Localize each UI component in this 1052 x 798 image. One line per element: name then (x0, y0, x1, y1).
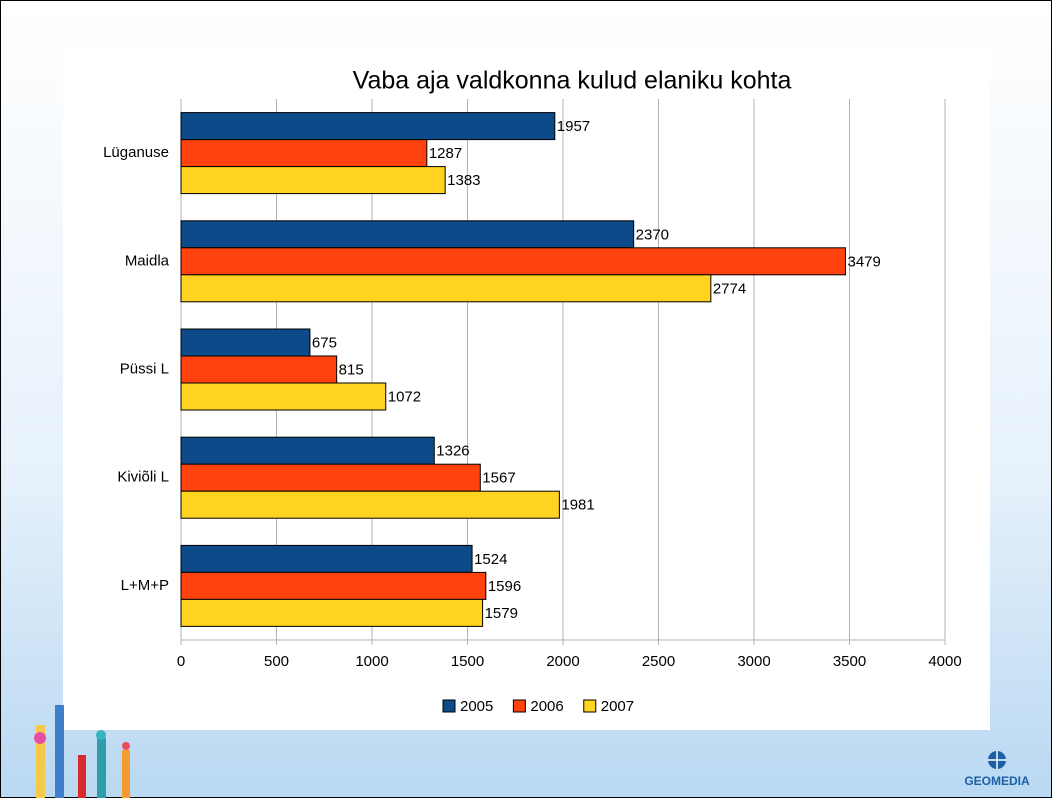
legend-label: 2007 (601, 698, 634, 715)
x-tick-label: 0 (177, 653, 185, 670)
x-tick-label: 1500 (451, 653, 484, 670)
legend-swatch (584, 700, 596, 712)
legend-label: 2006 (530, 698, 563, 715)
data-label: 1383 (447, 172, 480, 189)
chart-title: Vaba aja valdkonna kulud elaniku kohta (353, 67, 792, 95)
data-label: 1596 (488, 578, 521, 595)
x-tick-label: 1000 (355, 653, 388, 670)
x-tick-label: 2500 (642, 653, 675, 670)
data-label: 2370 (636, 226, 669, 243)
data-label: 2774 (713, 280, 746, 297)
y-tick-label: Maidla (125, 252, 170, 269)
bar (181, 437, 434, 464)
data-label: 1287 (429, 145, 462, 162)
y-tick-label: Lüganuse (103, 144, 169, 161)
bar (181, 113, 555, 140)
data-label: 815 (339, 361, 364, 378)
slide: GEOMEDIA Vaba aja valdkonna kulud elanik… (0, 0, 1052, 798)
data-label: 1524 (474, 551, 507, 568)
bar (181, 491, 559, 518)
bar (181, 167, 445, 194)
bar (181, 599, 483, 626)
data-label: 1981 (561, 497, 594, 514)
bar (181, 383, 386, 410)
legend-swatch (443, 700, 455, 712)
y-tick-label: Kiviõli L (117, 469, 169, 486)
logo-text: GEOMEDIA (964, 774, 1030, 788)
bar (181, 464, 480, 491)
legend-label: 2005 (460, 698, 493, 715)
bar (181, 248, 845, 275)
y-tick-label: Püssi L (120, 360, 169, 377)
x-tick-label: 2000 (546, 653, 579, 670)
x-tick-label: 3000 (737, 653, 770, 670)
x-tick-label: 500 (264, 653, 289, 670)
bar (181, 329, 310, 356)
x-tick-label: 3500 (833, 653, 866, 670)
bar (181, 356, 337, 383)
data-label: 1567 (482, 470, 515, 487)
data-label: 3479 (847, 253, 880, 270)
x-tick-label: 4000 (928, 653, 961, 670)
data-label: 675 (312, 334, 337, 351)
data-label: 1072 (388, 388, 421, 405)
legend-swatch (513, 700, 525, 712)
y-tick-label: L+M+P (121, 577, 169, 594)
bar (181, 275, 711, 302)
bar (181, 140, 427, 167)
data-label: 1957 (557, 118, 590, 135)
bar (181, 221, 634, 248)
bar (181, 572, 486, 599)
data-label: 1326 (436, 443, 469, 460)
data-label: 1579 (485, 605, 518, 622)
page: GEOMEDIA Vaba aja valdkonna kulud elanik… (0, 0, 1052, 798)
bar (181, 545, 472, 572)
